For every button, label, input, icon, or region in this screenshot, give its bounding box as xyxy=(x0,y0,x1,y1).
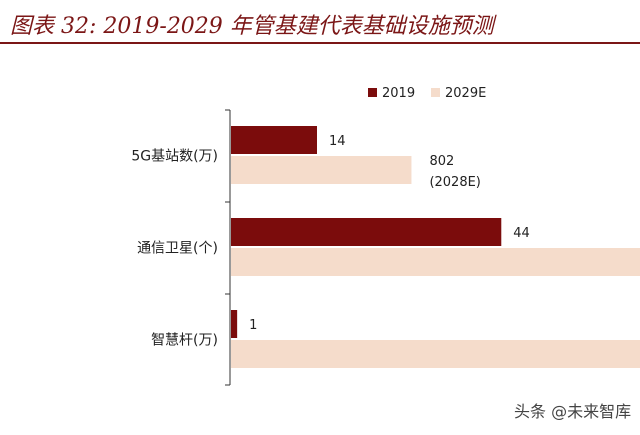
bar-2029e xyxy=(231,248,640,276)
category-label: 智慧杆(万) xyxy=(151,333,218,349)
bars xyxy=(231,126,640,368)
legend: 2019 2029E xyxy=(368,86,486,101)
watermark: 头条 @未来智库 xyxy=(514,402,632,421)
legend-label-2019: 2019 xyxy=(382,86,415,101)
title-rule xyxy=(0,42,640,44)
bar-2019 xyxy=(231,126,317,154)
data-label: 1 xyxy=(249,318,257,333)
legend-swatch-2029e xyxy=(431,88,440,97)
bar-2019 xyxy=(231,218,502,246)
axis-ticks xyxy=(225,109,230,386)
bar-2019 xyxy=(231,310,238,338)
bar-2029e xyxy=(231,340,640,368)
category-label: 5G基站数(万) xyxy=(131,148,218,165)
data-label: 14 xyxy=(329,134,346,149)
legend-swatch-2019 xyxy=(368,88,377,97)
chart-title: 图表 32: 2019-2029 年管基建代表基础设施预测 xyxy=(10,14,494,39)
category-label: 通信卫星(个) xyxy=(137,241,218,257)
data-label: 802 (2028E) xyxy=(429,154,480,190)
bar-2029e xyxy=(231,156,412,184)
category-labels: 5G基站数(万) 通信卫星(个) 智慧杆(万) xyxy=(131,148,218,349)
data-label: 44 xyxy=(513,226,530,241)
legend-label-2029e: 2029E xyxy=(445,86,486,101)
